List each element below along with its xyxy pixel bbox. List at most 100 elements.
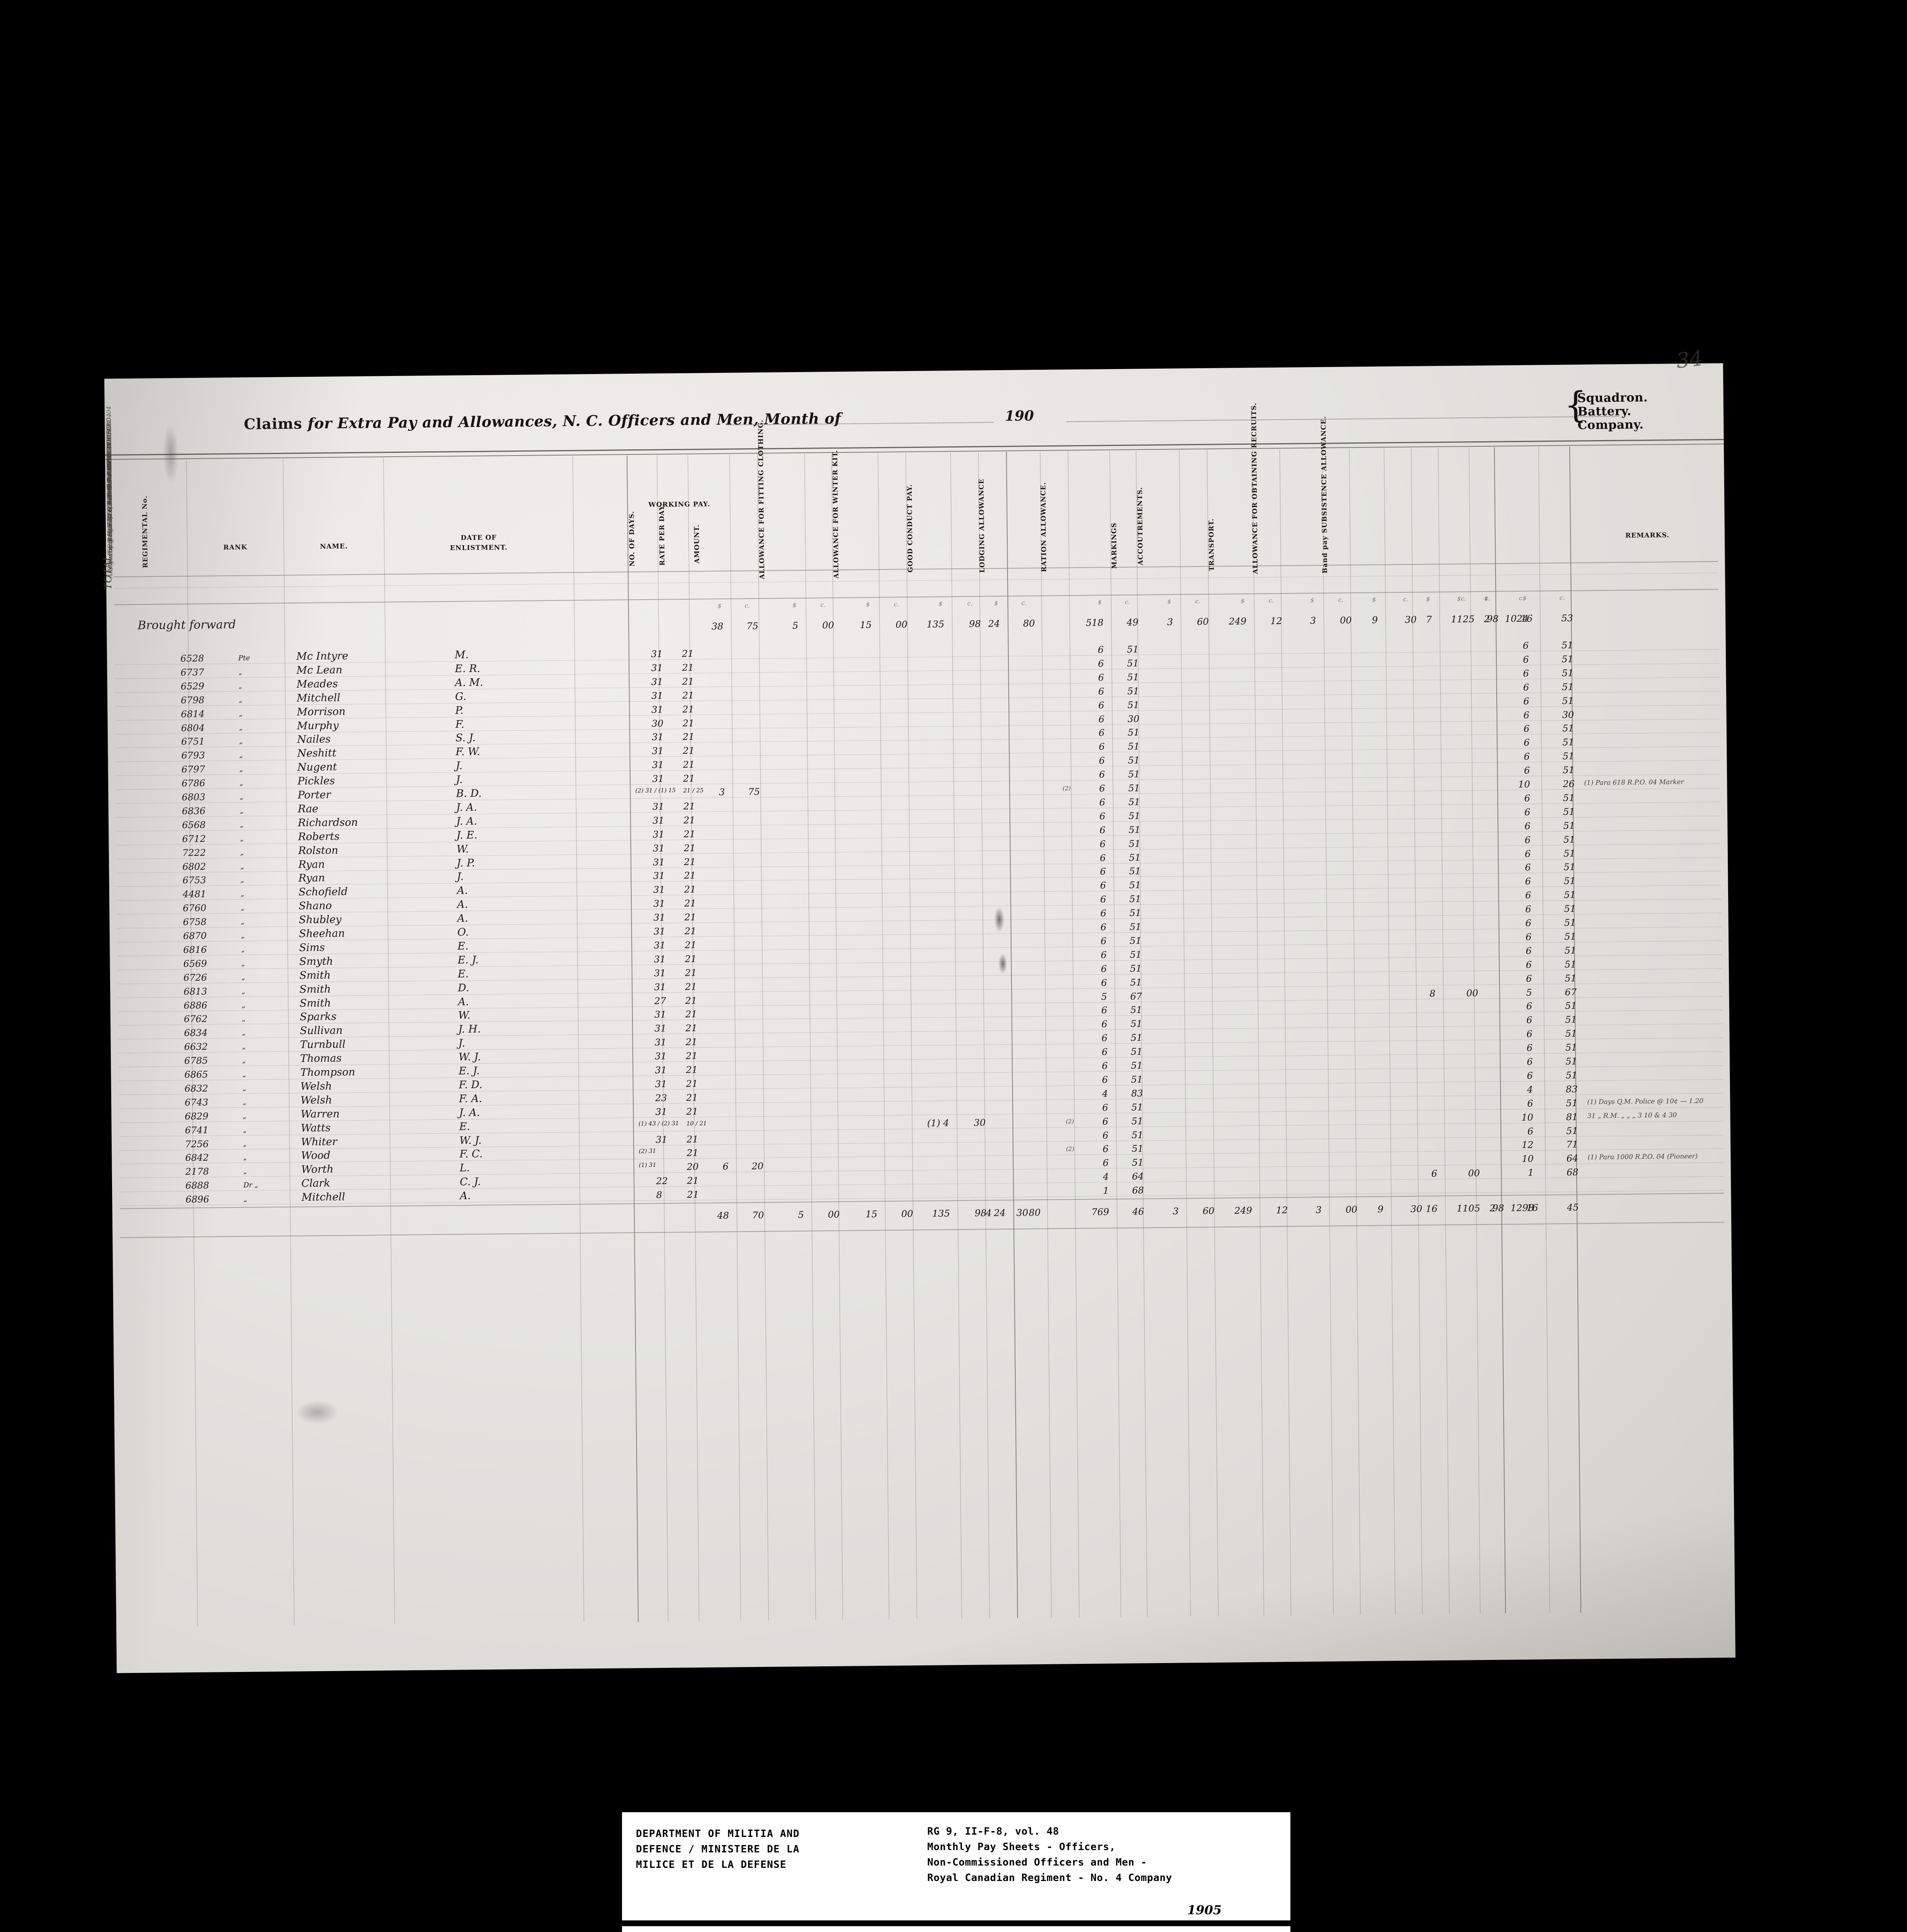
row-no-of-days: 31 [652, 801, 665, 812]
row-surname: Mitchell [296, 692, 341, 704]
row-total-cents: 26 [1563, 778, 1575, 789]
row-total-cents: 51 [1564, 973, 1577, 984]
row-rank: „ [239, 709, 243, 718]
row-initials: W. [456, 843, 469, 855]
bf-winter-kit-cents: 00 [896, 619, 908, 630]
row-no-of-days: 31 [655, 1078, 667, 1090]
row-total-dollars: 6 [1523, 640, 1529, 651]
row-initials: J. [458, 1037, 466, 1049]
row-rank: „ [241, 1015, 246, 1023]
row-ration-cents: 51 [1130, 949, 1142, 960]
row-total-cents: 51 [1566, 1097, 1578, 1109]
row-regimental-no: 6568 [182, 819, 206, 831]
row-rate-per-day: 21 [685, 981, 697, 992]
row-rank: „ [242, 1098, 246, 1106]
row-total-dollars: 10 [1518, 779, 1530, 790]
row-no-of-days: 31 [654, 1023, 666, 1034]
row-surname: Richardson [297, 816, 358, 829]
row-rate-per-day: 21 [686, 1106, 698, 1117]
row-regimental-no: 6793 [181, 750, 205, 761]
row-ration-cents: 30 [1127, 713, 1140, 724]
row-total-dollars: 6 [1524, 806, 1531, 818]
row-regimental-no: 6737 [180, 667, 204, 678]
row-initials: E. R. [455, 662, 481, 675]
year-preprint: 190 [1004, 408, 1034, 424]
row-no-of-days: 31 [654, 981, 666, 993]
row-ration-note: (2) [1062, 785, 1071, 792]
row-ration-dollars: 6 [1102, 1116, 1108, 1127]
row-total-dollars: 6 [1525, 931, 1532, 942]
row-rate-per-day: 21 [682, 676, 694, 687]
row-regimental-no: 6829 [185, 1111, 209, 1122]
row-surname: Porter [297, 789, 331, 801]
row-surname: Whiter [301, 1135, 337, 1148]
row-total-dollars: 6 [1524, 820, 1531, 832]
row-no-of-days: (2) 31 [639, 1147, 656, 1155]
row-total-dollars: 6 [1523, 696, 1530, 707]
row-total-dollars: 6 [1523, 723, 1530, 735]
archival-year: 1905 [1187, 1903, 1222, 1917]
column-header-name: NAME. [320, 543, 348, 551]
row-initials: W. J. [458, 1051, 481, 1063]
row-regimental-no: 6762 [184, 1014, 208, 1025]
row-rate-per-day: 21 [682, 731, 695, 743]
row-rate-per-day: 21 [683, 815, 695, 826]
row-no-of-days: 31 [651, 731, 664, 743]
archival-label-plate: DEPARTMENT OF MILITIA AND DEFENCE / MINI… [622, 1812, 1290, 1920]
currency-dollar-mark-6: $ [1167, 598, 1171, 605]
row-total-dollars: 1 [1528, 1167, 1534, 1179]
row-surname: Ryan [298, 872, 325, 884]
row-rank: „ [240, 834, 244, 843]
row-ration-cents: 51 [1127, 672, 1139, 683]
row-total-dollars: 6 [1527, 1098, 1533, 1109]
row-no-of-days: 31 [653, 926, 666, 937]
row-total-cents: 51 [1563, 792, 1575, 803]
bf-total-dollars: 1024 [1504, 613, 1529, 624]
row-ration-cents: 51 [1127, 644, 1139, 655]
row-total-cents: 51 [1561, 639, 1574, 651]
row-initials: G. [455, 690, 467, 703]
row-rank: „ [241, 987, 245, 995]
bf-fitting-clothing-cents: 00 [822, 620, 834, 631]
form-title-bar: Claims for Extra Pay and Allowances, N. … [244, 402, 1654, 442]
row-initials: J. [456, 774, 463, 786]
row-no-of-days: 31 [651, 690, 663, 701]
row-total-dollars: 6 [1523, 682, 1529, 693]
row-surname: Shano [298, 900, 332, 912]
row-total-dollars: 6 [1525, 876, 1531, 887]
unit-company-label: Company. [1577, 417, 1644, 432]
row-no-of-days: 31 [653, 856, 665, 868]
row-ration-dollars: 6 [1099, 769, 1105, 780]
row-ration-cents: 51 [1128, 769, 1140, 780]
column-header-lodging-allowance: LODGING ALLOWANCE [977, 478, 986, 573]
row-total-cents: 51 [1564, 945, 1577, 956]
row-initials: W. J. [459, 1134, 482, 1146]
row-band-subsistence-cents: 00 [1466, 987, 1479, 998]
row-ration-note: (2) [1066, 1145, 1074, 1153]
currency-cent-mark-2: c. [894, 600, 899, 608]
row-total-dollars: 6 [1526, 973, 1532, 984]
row-surname: Ryan [298, 858, 325, 871]
archival-reference-lines: RG 9, II-F-8, vol. 48 Monthly Pay Sheets… [927, 1826, 1172, 1884]
row-ration-dollars: 6 [1101, 977, 1107, 988]
row-total-cents: 51 [1562, 737, 1574, 748]
unit-type-block: { Squadron. Battery. Company. [1564, 384, 1705, 432]
row-total-dollars: 6 [1526, 1015, 1533, 1026]
bf-pay-sergeant-dollars: 11 [1451, 614, 1463, 625]
row-total-cents: 51 [1564, 889, 1576, 901]
row-ration-dollars: 6 [1098, 727, 1105, 738]
column-header-working-pay-group: WORKING PAY. [648, 500, 710, 509]
row-initials: J. E. [456, 829, 478, 842]
row-regimental-no: 6726 [183, 972, 207, 983]
row-ration-cents: 67 [1130, 990, 1142, 1002]
row-regimental-no: 6798 [180, 694, 205, 706]
row-ration-cents: 51 [1127, 685, 1139, 697]
row-total-cents: 51 [1562, 750, 1575, 762]
row-total-dollars: 6 [1525, 889, 1531, 901]
row-rank: „ [240, 890, 245, 898]
row-initials: E. [457, 968, 469, 980]
row-total-dollars: 6 [1525, 945, 1532, 956]
row-ration-cents: 51 [1132, 1143, 1144, 1155]
row-initials: O. [457, 926, 469, 939]
row-surname: Thompson [300, 1066, 355, 1079]
